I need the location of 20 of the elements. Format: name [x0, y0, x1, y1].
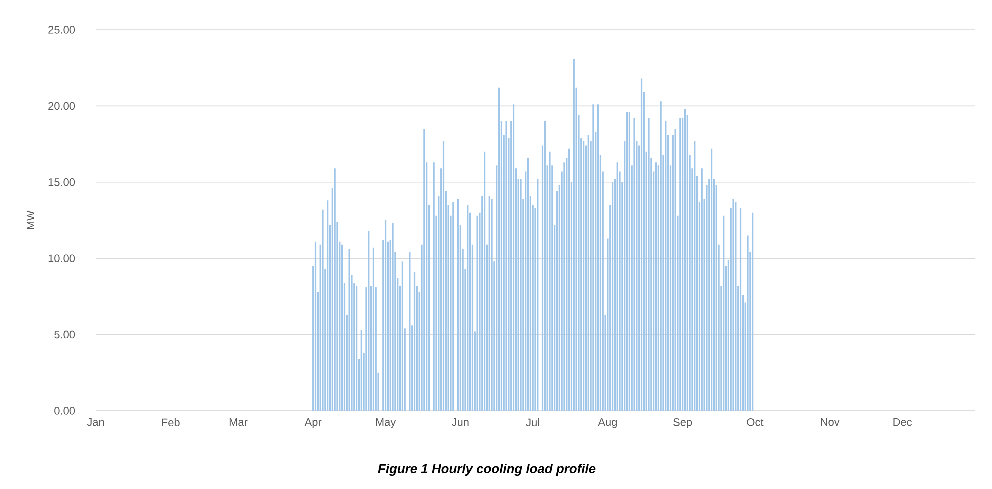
x-tick-label: Jan [87, 418, 104, 426]
y-tick-label: 25.00 [48, 26, 76, 34]
y-tick-label: 5.00 [54, 330, 76, 339]
y-tick-label: 0.00 [54, 407, 76, 415]
y-axis-title: MW [26, 210, 34, 230]
x-tick-label: Nov [821, 418, 840, 426]
y-tick-label: 15.00 [48, 178, 76, 186]
x-tick-label: Oct [747, 418, 764, 426]
x-tick-label: Sep [674, 418, 692, 428]
x-tick-label: Mar [230, 418, 248, 426]
text: Figure 1 Hourly cooling load profile [378, 464, 596, 476]
x-tick-label: Apr [304, 418, 322, 428]
x-tick-label: Feb [162, 418, 180, 427]
y-tick-label: 20.00 [48, 102, 76, 110]
x-tick-label: May [376, 418, 396, 428]
x-tick-label: Dec [894, 418, 912, 426]
x-tick-label: Aug [598, 418, 617, 428]
x-tick-label: Jul [526, 418, 540, 427]
x-tick-label: Jun [452, 418, 469, 426]
y-tick-label: 10.00 [48, 254, 76, 262]
